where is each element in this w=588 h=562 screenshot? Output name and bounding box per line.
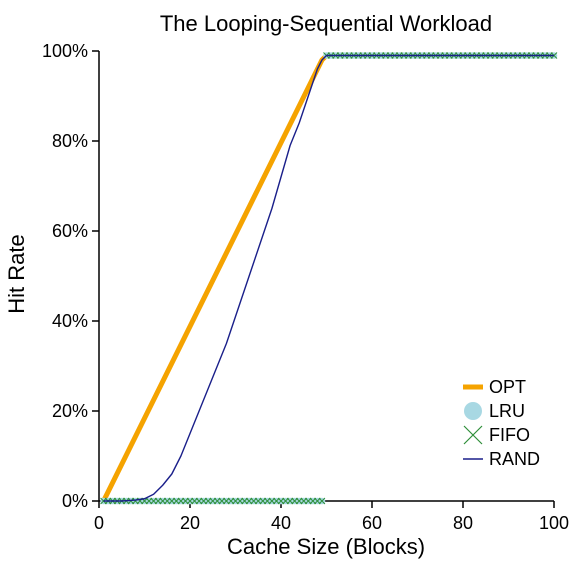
legend-label-fifo: FIFO [489, 425, 530, 445]
x-tick-label: 0 [94, 513, 104, 533]
x-tick-label: 20 [180, 513, 200, 533]
rand-line [103, 54, 554, 502]
opt-line [101, 53, 554, 503]
y-tick-label: 100% [42, 41, 88, 61]
y-tick-label: 40% [52, 311, 88, 331]
y-tick-label: 80% [52, 131, 88, 151]
legend-label-lru: LRU [489, 401, 525, 421]
x-tick-label: 100 [539, 513, 569, 533]
x-tick-label: 80 [453, 513, 473, 533]
x-tick-label: 60 [362, 513, 382, 533]
chart-title: The Looping-Sequential Workload [160, 11, 492, 36]
legend: OPT LRU FIFO RAND [463, 377, 540, 469]
y-axis-label: Hit Rate [4, 234, 29, 313]
legend-fifo-swatch [463, 425, 483, 445]
series-layer [100, 52, 558, 505]
x-axis-label: Cache Size (Blocks) [227, 534, 425, 559]
legend-label-rand: RAND [489, 449, 540, 469]
y-tick-label: 60% [52, 221, 88, 241]
axes: 0 20 40 60 80 100 0% 20% 40% 60% 80% 100% [42, 41, 569, 533]
legend-lru-swatch [464, 402, 482, 420]
y-tick-label: 20% [52, 401, 88, 421]
y-tick-label: 0% [62, 491, 88, 511]
fifo-point [318, 497, 326, 505]
x-tick-label: 40 [271, 513, 291, 533]
legend-label-opt: OPT [489, 377, 526, 397]
